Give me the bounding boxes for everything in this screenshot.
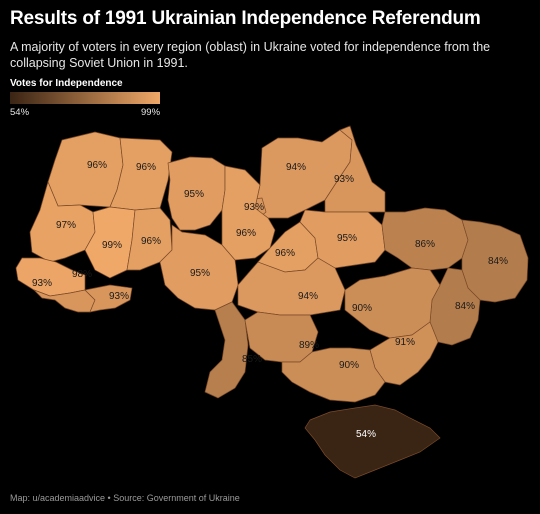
region-label-donetsk: 84%: [455, 301, 475, 312]
region-label-lviv: 97%: [56, 220, 76, 231]
region-label-kherson: 90%: [339, 360, 359, 371]
region-dnipropetrovsk: [344, 267, 441, 339]
region-label-zaporizhzhia: 91%: [395, 337, 415, 348]
region-label-khmelnytskyi: 96%: [141, 236, 161, 247]
region-odesa: [204, 301, 249, 399]
region-label-dnipropetrovsk: 90%: [352, 303, 372, 314]
region-label-kirovohrad: 94%: [298, 291, 318, 302]
map-title: Results of 1991 Ukrainian Independence R…: [10, 8, 481, 29]
region-zhytomyr: [167, 156, 226, 231]
region-label-kyiv: 96%: [236, 228, 256, 239]
region-label-sumy: 93%: [334, 174, 354, 185]
source-footer: Map: u/academiaadvice • Source: Governme…: [10, 493, 240, 503]
map-subtitle: A majority of voters in every region (ob…: [10, 40, 491, 70]
legend-max-label: 99%: [141, 107, 161, 118]
region-label-zhytomyr: 95%: [184, 189, 204, 200]
region-kherson: [281, 347, 386, 403]
labels-layer: 96% 96% 94% 93% 97% 95% 93% 99% 96% 96% 96% 95% 86% 8…: [32, 160, 508, 440]
region-crimea: [304, 404, 441, 479]
region-chernivtsi: [84, 284, 133, 313]
region-label-odesa: 85%: [242, 354, 262, 365]
region-label-luhansk: 84%: [488, 256, 508, 267]
region-label-kyiv-city: 93%: [244, 202, 264, 213]
legend-title: Votes for Independence: [10, 78, 123, 89]
region-label-chernivtsi: 93%: [109, 291, 129, 302]
region-label-volyn: 96%: [87, 160, 107, 171]
region-label-zakarpattia: 98%: [72, 269, 92, 280]
region-label-ternopil: 99%: [102, 240, 122, 251]
region-poltava: [299, 209, 386, 269]
region-label-chernihiv: 94%: [286, 162, 306, 173]
region-label-mykolaiv: 89%: [299, 340, 319, 351]
region-label-rivne: 96%: [136, 162, 156, 173]
regions-layer: [15, 125, 529, 479]
region-label-crimea: 54%: [356, 429, 376, 440]
region-label-cherkasy: 96%: [275, 248, 295, 259]
region-label-kharkiv: 86%: [415, 239, 435, 250]
region-kharkiv: [381, 207, 469, 271]
region-label-poltava: 95%: [337, 233, 357, 244]
region-lviv: [29, 180, 96, 263]
region-vinnytsia: [159, 224, 239, 311]
region-volyn: [47, 131, 124, 208]
region-label-vinnytsia: 95%: [190, 268, 210, 279]
region-label-ivano-frankivsk: 93%: [32, 278, 52, 289]
legend-gradient-bar: [10, 92, 160, 104]
region-ternopil: [84, 206, 136, 279]
legend-min-label: 54%: [10, 107, 30, 118]
region-luhansk: [461, 219, 529, 303]
